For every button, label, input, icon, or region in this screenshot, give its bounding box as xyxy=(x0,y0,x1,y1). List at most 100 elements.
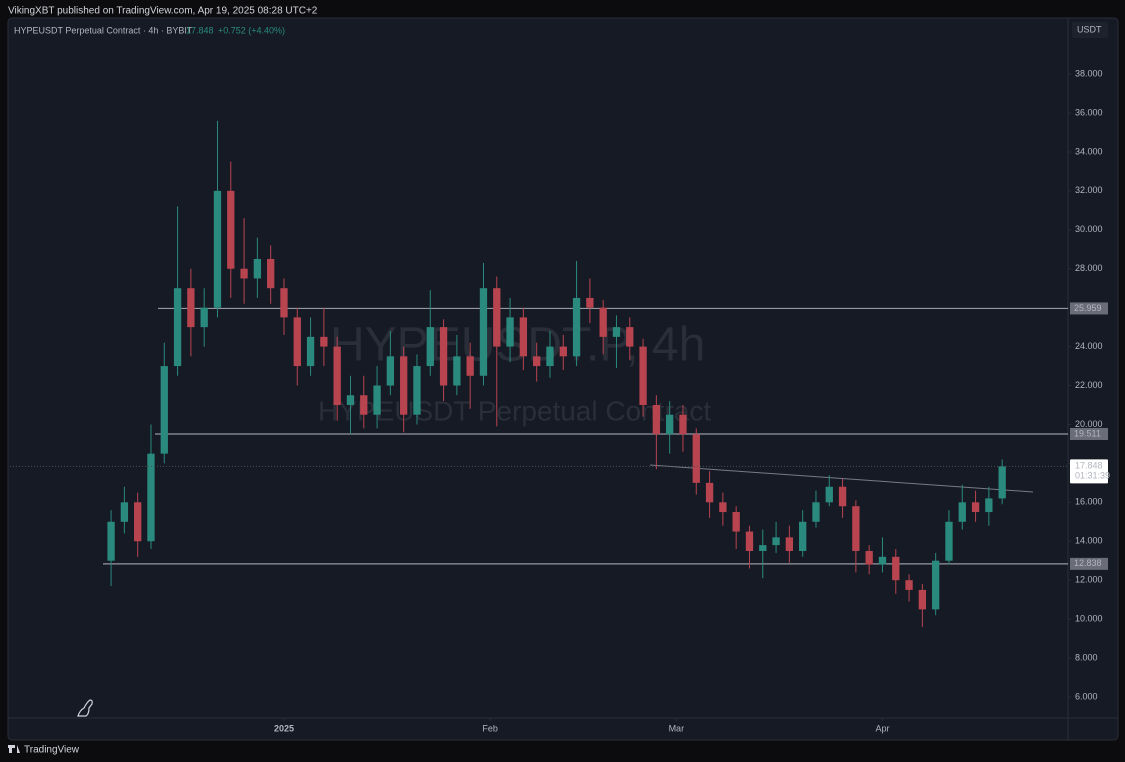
chart-panel xyxy=(7,17,1119,741)
candle-body xyxy=(533,356,541,367)
last-price-label: 17.848 xyxy=(1075,461,1103,471)
y-tick-label: 38.000 xyxy=(1075,68,1103,78)
level-label-box xyxy=(1070,557,1108,570)
candle-body xyxy=(134,502,142,542)
candle-body xyxy=(865,550,873,565)
legend-change: +0.752 (+4.40%) xyxy=(218,25,285,35)
candle-body xyxy=(293,317,301,367)
level-label-box xyxy=(1070,302,1108,315)
trend-line xyxy=(649,464,1034,493)
candle-body xyxy=(812,502,820,522)
candle-body xyxy=(785,537,794,551)
watermark-symbol: HYPEUSDT.P, 4h xyxy=(330,319,705,372)
candle-body xyxy=(932,560,940,610)
candle-body xyxy=(705,482,714,503)
candle-body xyxy=(958,502,966,522)
y-tick-label: 12.000 xyxy=(1075,575,1103,585)
candle-body xyxy=(439,327,448,386)
candle-body xyxy=(599,307,607,337)
candle-body xyxy=(466,356,474,376)
candle-body xyxy=(559,346,567,357)
level-label: 12.838 xyxy=(1074,558,1102,568)
level-label: 19.511 xyxy=(1074,428,1101,438)
candle-body xyxy=(240,268,248,279)
candle-body xyxy=(905,580,913,590)
currency-label[interactable]: USDT xyxy=(1077,24,1102,34)
y-tick-label: 8.000 xyxy=(1075,652,1098,662)
candle-body xyxy=(878,556,887,565)
y-tick-label: 22.000 xyxy=(1075,380,1103,390)
candle-body xyxy=(426,327,434,367)
candle-body xyxy=(253,258,262,279)
candle-body xyxy=(200,307,208,328)
candle-body xyxy=(626,327,634,347)
candle-body xyxy=(333,346,341,405)
candle-body xyxy=(679,414,687,435)
last-price-box xyxy=(1070,459,1108,484)
candle-body xyxy=(825,486,833,503)
candle-body xyxy=(945,521,953,561)
candle-body xyxy=(280,288,288,318)
candle-body xyxy=(586,297,594,308)
candle-body xyxy=(386,356,395,386)
candle-body xyxy=(107,521,115,561)
x-tick-label: Apr xyxy=(875,723,889,733)
candle-body xyxy=(373,385,381,415)
candle-body xyxy=(267,258,275,289)
candle-body xyxy=(759,545,767,551)
candle-body xyxy=(639,346,647,405)
candle-body xyxy=(666,414,674,435)
published-note: VikingXBT published on TradingView.com, … xyxy=(8,6,318,17)
footer-brand: TradingView xyxy=(24,745,80,756)
candle-body xyxy=(227,190,235,269)
candle-body xyxy=(506,317,514,347)
y-tick-label: 36.000 xyxy=(1075,107,1103,117)
y-tick-label: 24.000 xyxy=(1075,341,1103,351)
x-tick-label: Feb xyxy=(482,723,498,733)
candle-body xyxy=(892,556,900,581)
candle-body xyxy=(918,589,927,610)
candle-body xyxy=(160,366,168,454)
y-tick-label: 30.000 xyxy=(1075,224,1103,234)
y-tick-label: 20.000 xyxy=(1075,419,1103,429)
y-tick-label: 32.000 xyxy=(1075,185,1103,195)
y-tick-label: 14.000 xyxy=(1075,536,1103,546)
candle-body xyxy=(360,395,368,415)
currency-box xyxy=(1072,22,1108,38)
x-tick-label: Mar xyxy=(669,723,685,733)
legend-price: 17.848 xyxy=(186,25,214,35)
candle-body xyxy=(971,502,980,513)
candle-body xyxy=(306,336,315,367)
y-tick-label: 34.000 xyxy=(1075,146,1103,156)
candle-body xyxy=(320,336,328,347)
plot: 6.0008.00010.00012.00014.00016.00018.000… xyxy=(10,68,1110,733)
candle-body xyxy=(479,288,488,376)
candle-body xyxy=(453,356,461,386)
candle-body xyxy=(213,190,222,308)
candle-body xyxy=(719,502,727,513)
candle-body xyxy=(493,288,501,347)
candle-body xyxy=(120,502,129,522)
candle-body xyxy=(187,288,195,328)
dino-icon xyxy=(77,699,93,717)
candle-body xyxy=(838,486,847,507)
y-tick-label: 16.000 xyxy=(1075,497,1103,507)
symbol-title: HYPEUSDT Perpetual Contract · 4h · BYBIT xyxy=(14,25,193,35)
candle-body xyxy=(147,453,155,542)
candle-body xyxy=(998,466,1006,499)
candle-body xyxy=(772,537,780,546)
x-tick-label: 2025 xyxy=(274,723,294,733)
y-tick-label: 28.000 xyxy=(1075,263,1103,273)
candle-body xyxy=(173,288,182,367)
countdown-label: 01:31:39 xyxy=(1075,471,1110,481)
candle-body xyxy=(852,506,860,551)
level-label: 25.959 xyxy=(1074,303,1102,313)
y-tick-label: 10.000 xyxy=(1075,613,1103,623)
candle-body xyxy=(546,346,554,367)
candle-body xyxy=(413,366,421,415)
candle-body xyxy=(346,395,355,405)
tv-logo xyxy=(8,745,20,753)
candle-body xyxy=(692,434,700,483)
